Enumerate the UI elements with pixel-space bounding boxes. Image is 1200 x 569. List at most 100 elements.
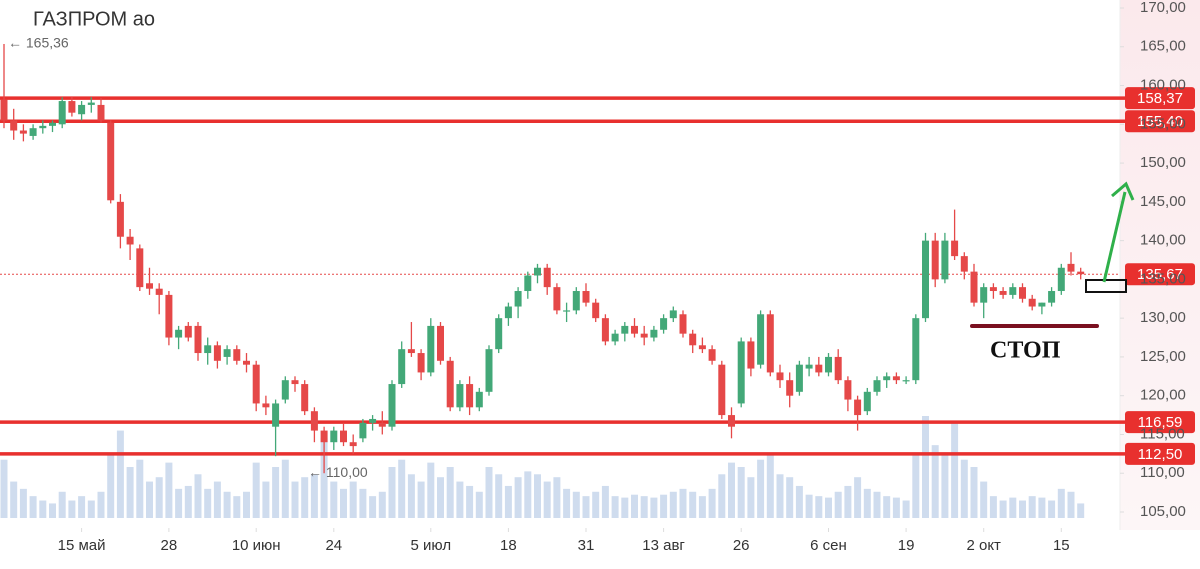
volume-bar <box>1038 497 1046 518</box>
volume-bar <box>679 488 687 518</box>
candle-body <box>582 291 590 303</box>
candle-body <box>563 310 571 312</box>
volume-bar <box>456 481 464 518</box>
candle-body <box>49 122 56 126</box>
volume-bar <box>912 452 920 518</box>
volume-bar <box>427 462 435 518</box>
candle-body <box>863 391 871 412</box>
volume-bar <box>281 459 289 518</box>
levels-layer: 158,37 155,40 116,59 112,50 135,67 <box>0 87 1195 465</box>
candle-body <box>417 353 425 373</box>
level-label: 155,40 <box>1137 113 1183 130</box>
candle-body <box>146 283 153 289</box>
volume-bar <box>262 481 270 518</box>
candle-body <box>107 122 115 201</box>
candle-body <box>97 104 105 121</box>
candle-body <box>854 399 862 416</box>
x-tick-label: 15 <box>1053 537 1070 554</box>
candle-body <box>747 341 755 369</box>
volume-bar <box>601 485 609 518</box>
target-arrow <box>1102 191 1127 283</box>
volume-bar <box>194 474 202 518</box>
y-tick-label: 155,00 <box>1140 115 1186 132</box>
volume-bar <box>970 467 978 518</box>
volume-bar <box>398 459 406 518</box>
volume-bar <box>863 488 871 518</box>
volume-bar <box>175 488 183 518</box>
volume-bar <box>49 503 56 518</box>
volume-bar <box>737 467 745 518</box>
candle-body <box>660 318 668 330</box>
volume-bar <box>708 488 716 518</box>
volume-bar <box>543 481 551 518</box>
volume-bar <box>514 477 522 518</box>
volume-bar <box>78 496 86 518</box>
volume-bar <box>844 485 852 518</box>
volume-bar <box>1009 497 1017 518</box>
x-tick-label: 13 авг <box>642 537 685 554</box>
y-tick-label: 160,00 <box>1140 77 1186 94</box>
level-label: 116,59 <box>1138 414 1183 431</box>
x-tick-label: 18 <box>500 537 517 554</box>
candle-body <box>19 130 27 134</box>
y-tick-label: 105,00 <box>1140 503 1186 520</box>
volume-bar <box>892 497 900 518</box>
candle-body <box>39 125 47 129</box>
x-tick-label: 19 <box>898 537 915 554</box>
candles-layer <box>0 43 1085 474</box>
candle-body <box>243 360 250 365</box>
candle-body <box>0 99 8 121</box>
volume-bar <box>301 477 309 518</box>
volume-bar <box>291 481 299 518</box>
volume-bar <box>446 467 454 518</box>
candle-body <box>534 267 541 276</box>
volume-bar <box>126 467 134 518</box>
y-tick-label: 145,00 <box>1140 193 1186 210</box>
volume-bar <box>184 485 192 518</box>
candle-body <box>466 384 474 408</box>
axes-layer: 105,00 110,00 115,00 120,00 125,00 130,00 135,… <box>8 0 1186 554</box>
volume-bar <box>146 481 153 518</box>
candle-body <box>194 325 202 354</box>
volume-bar <box>107 452 115 518</box>
y-tick-label: 170,00 <box>1140 0 1186 16</box>
volume-bar <box>805 494 813 518</box>
price-annotation: ← 165,36 <box>8 35 69 51</box>
volume-bar <box>233 496 241 518</box>
volume-bar <box>495 474 503 518</box>
volume-bar <box>272 467 280 518</box>
volume-bar <box>902 500 910 518</box>
candle-body <box>844 380 852 400</box>
candle-body <box>728 415 735 427</box>
candle-body <box>310 411 318 431</box>
volume-bar <box>960 459 968 518</box>
x-tick-label: 26 <box>733 537 750 554</box>
candle-body <box>330 430 338 443</box>
candle-body <box>941 240 949 280</box>
volume-bar <box>68 500 76 518</box>
target-arrow-head <box>1111 181 1135 201</box>
candle-body <box>58 101 66 125</box>
candle-body <box>815 364 823 373</box>
candle-body <box>10 120 18 131</box>
volume-bar <box>330 481 338 518</box>
candle-body <box>388 384 396 427</box>
volume-layer <box>0 416 1085 518</box>
y-tick-label: 135,00 <box>1140 270 1186 287</box>
candle-body <box>456 384 464 408</box>
y-tick-label: 125,00 <box>1140 348 1186 365</box>
candle-body <box>825 356 832 373</box>
volume-bar <box>213 481 221 518</box>
volume-bar <box>980 481 988 518</box>
candle-body <box>960 256 968 272</box>
candle-body <box>301 384 309 412</box>
volume-bar <box>359 488 367 518</box>
volume-bar <box>592 491 600 518</box>
candle-body <box>281 380 289 400</box>
candle-body <box>155 288 163 295</box>
candle-body <box>126 236 134 245</box>
volume-bar <box>19 488 27 518</box>
candle-body <box>427 325 435 373</box>
x-tick-label: 15 май <box>58 537 106 554</box>
volume-bar <box>951 423 959 518</box>
